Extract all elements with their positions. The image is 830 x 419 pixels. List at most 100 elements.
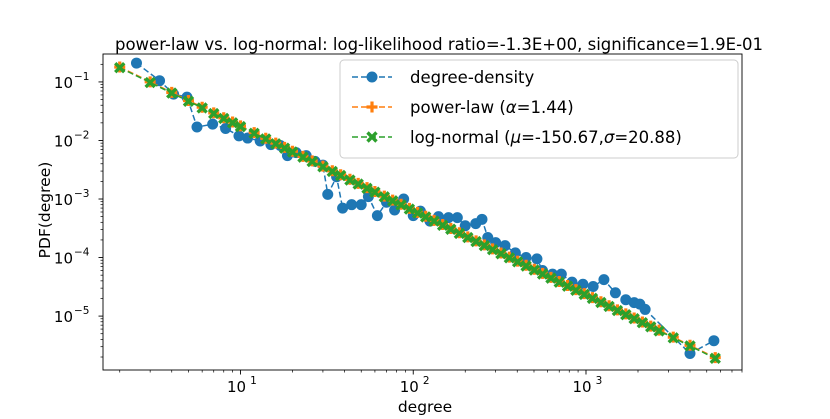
y-tick-exponent: −5 [74,305,89,317]
y-tick-exponent: −4 [74,247,90,259]
data-point [361,182,373,195]
data-point [114,62,126,74]
data-point [667,332,679,344]
x-tick-exponent: 3 [596,375,603,387]
data-point [553,276,565,288]
data-point [445,223,457,235]
data-point [595,296,607,309]
data-point [419,211,432,223]
data-point [234,120,247,133]
legend-label-part: =-150.67, [521,128,604,147]
y-axis-label: PDF(degree) [36,162,54,259]
data-point [511,256,524,268]
y-tick-exponent: −1 [74,71,89,83]
x-tick-label: 10 [572,378,591,396]
data-point [636,317,649,329]
x-tick-label: 10 [227,378,246,396]
data-point [334,169,347,182]
data-point [337,202,349,214]
data-point [278,142,291,154]
data-point [620,308,632,321]
data-point [478,239,491,252]
legend-marker [366,101,378,113]
data-point [520,260,532,272]
data-point [653,325,665,337]
data-point [545,272,557,284]
data-point [639,303,651,315]
legend-box [339,59,739,159]
y-tick-label: 10 [54,250,73,268]
data-point [628,313,640,325]
legend-marker [366,131,378,143]
legend-label-part: =20.88) [614,128,682,147]
data-point [196,102,208,114]
data-point [436,219,449,231]
data-point [578,288,590,301]
data-point [260,133,272,145]
legend-label: power-law (α=1.44) [410,98,574,117]
data-point [378,191,391,203]
data-point [609,287,621,299]
data-point [709,352,721,364]
data-point [528,264,540,276]
y-tick-label: 10 [54,132,73,150]
data-point [586,292,599,305]
data-point [531,253,543,265]
data-point [561,280,574,292]
data-point [451,212,463,224]
legend-label-part: μ [510,128,522,147]
data-point [326,165,339,178]
data-point [182,95,195,107]
data-point [317,161,329,173]
x-tick-label: 10 [400,378,419,396]
data-point [297,151,309,163]
data-point [355,199,367,211]
y-tick-label: 10 [54,74,73,92]
x-tick-exponent: 2 [423,375,430,387]
legend-label-part: α [506,98,517,117]
legend-label: log-normal (μ=-150.67,σ=20.88) [410,128,682,147]
data-point [208,107,220,120]
data-point [306,155,318,168]
data-point [611,304,624,317]
data-point [708,335,720,347]
legend-label-part: power-law ( [410,98,506,117]
data-point [218,112,230,125]
data-point [411,207,424,219]
y-tick-exponent: −2 [74,129,89,141]
legend-label-part: degree-density [410,68,535,87]
data-point [226,117,239,129]
y-tick-exponent: −3 [74,188,89,200]
data-point [386,195,399,207]
data-point [207,118,219,130]
data-point [286,146,299,158]
data-point [166,87,178,99]
legend-label: degree-density [410,68,535,87]
data-point [144,76,156,89]
x-axis-label: degree [398,398,452,415]
data-point [684,340,696,352]
legend-label-part: =1.44) [517,98,574,117]
x-tick-exponent: 1 [250,375,257,387]
data-point [428,215,440,227]
data-point [603,300,615,313]
data-point [344,174,356,186]
legend-marker [366,71,378,83]
data-point [476,213,488,225]
data-point [570,284,582,296]
data-point [371,210,383,222]
data-point [453,227,466,240]
data-point [536,268,549,280]
data-point [470,235,482,248]
data-point [248,127,260,140]
data-point [352,178,364,190]
data-point [322,188,334,200]
data-point [486,243,499,256]
legend-label-part: σ [604,128,615,147]
data-point [346,199,358,211]
data-point [462,231,474,244]
data-point [587,281,599,293]
data-point [369,186,381,198]
